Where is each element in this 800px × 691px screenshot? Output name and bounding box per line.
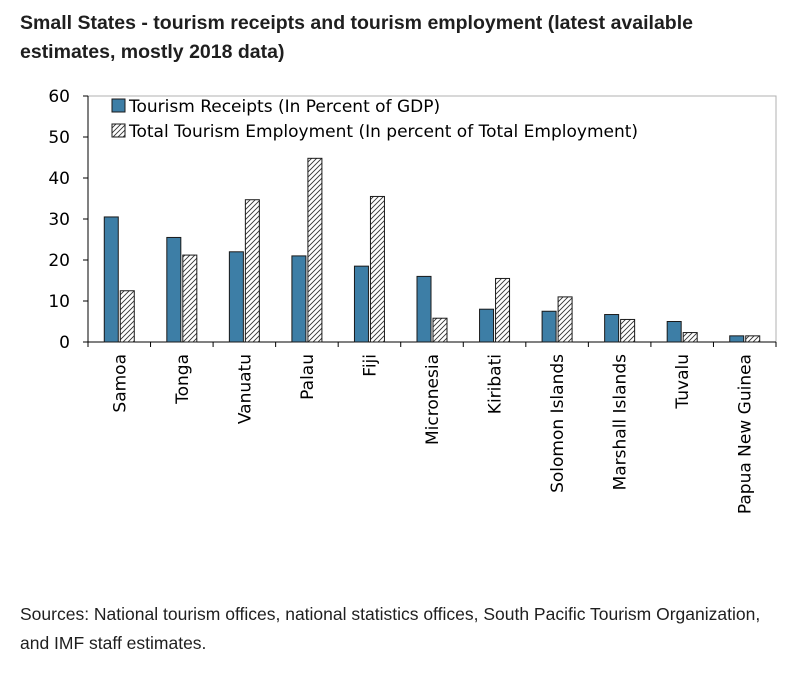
bar-receipts-tonga [166,236,182,343]
y-tick-label: 40 [48,169,70,189]
chart: 0 10 20 30 40 50 60 Samoa Tonga Vanuatu Palau Fiji… [48,87,777,514]
bar-employment-micronesia [432,317,448,343]
y-tick-label: 30 [48,210,70,230]
y-axis: 0 10 20 30 40 50 60 [48,87,89,353]
legend-label: Total Tourism Employment (In percent of … [128,122,638,142]
x-tick-label: Tuvalu [673,354,693,410]
x-tick-label: Kiribati [486,354,506,414]
bar-employment-tuvalu [682,332,698,343]
x-tick-label: Samoa [110,354,130,413]
bar-receipts-palau [291,255,307,343]
y-tick-label: 60 [48,87,70,107]
bar-receipts-samoa [103,216,119,343]
bar-employment-samoa [119,290,135,343]
bar-receipts-papua-new-guinea [729,335,745,343]
bar-receipts-fiji [353,265,369,343]
bar-receipts-tuvalu [666,321,682,343]
bar-receipts-micronesia [416,275,432,343]
x-tick-label: Micronesia [423,354,443,445]
bar-receipts-kiribati [479,308,495,343]
x-tick-label: Tonga [173,354,193,405]
x-tick-label: Papua New Guinea [736,354,756,514]
legend: Tourism Receipts (In Percent of GDP) Tota… [111,97,638,142]
legend-label: Tourism Receipts (In Percent of GDP) [128,97,440,117]
y-tick-label: 50 [48,128,70,148]
bar-employment-papua-new-guinea [745,335,761,343]
x-tick-label: Fiji [360,354,380,377]
x-tick-label: Palau [298,354,318,400]
bar-employment-marshall-islands [620,318,636,343]
bar-employment-solomon-islands [557,296,573,343]
legend-swatch [111,98,126,113]
bar-employment-palau [307,157,323,343]
bar-employment-fiji [369,195,385,343]
bar-employment-tonga [182,254,198,343]
bar-employment-vanuatu [244,199,260,343]
sources-note: Sources: National tourism offices, natio… [20,604,761,653]
y-tick-label: 20 [48,251,70,271]
chart-title: Small States - tourism receipts and tour… [20,12,693,63]
x-tick-label: Vanuatu [235,354,255,424]
bar-employment-kiribati [495,277,511,343]
x-tick-label: Solomon Islands [548,354,568,493]
y-tick-label: 0 [59,333,70,353]
bar-receipts-solomon-islands [541,310,557,343]
y-tick-label: 10 [48,292,70,312]
bars [103,157,761,343]
bar-receipts-vanuatu [228,251,244,343]
legend-swatch [111,123,126,138]
x-tick-label: Marshall Islands [611,354,631,491]
bar-receipts-marshall-islands [604,314,620,343]
x-axis: Samoa Tonga Vanuatu Palau Fiji Micronesia Kiri… [87,341,777,514]
